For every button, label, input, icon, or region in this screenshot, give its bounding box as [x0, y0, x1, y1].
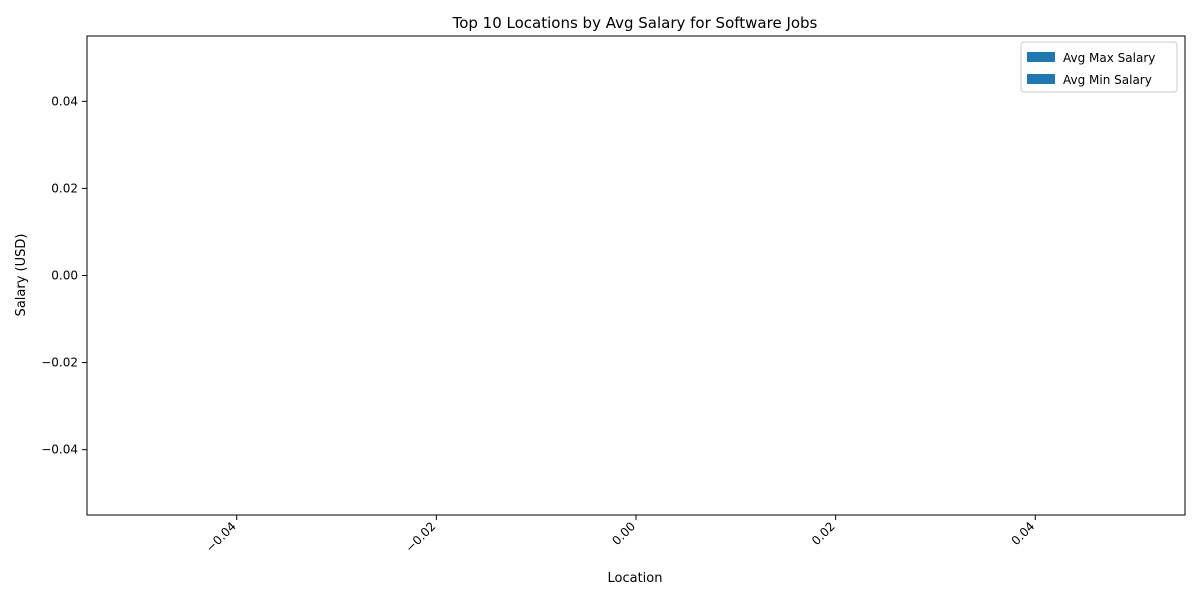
x-axis-ticks: −0.04 −0.02 0.00 0.02 0.04	[203, 515, 1037, 555]
legend-label: Avg Min Salary	[1063, 73, 1152, 87]
legend-swatch	[1027, 52, 1055, 62]
x-tick-label: 0.02	[809, 519, 838, 548]
y-axis-label: Salary (USD)	[14, 234, 29, 317]
x-axis-label: Location	[608, 571, 663, 586]
legend-label: Avg Max Salary	[1063, 51, 1155, 65]
y-tick-label: −0.04	[41, 443, 78, 457]
y-tick-label: 0.04	[51, 94, 78, 108]
y-tick-label: 0.00	[51, 269, 78, 283]
chart-title: Top 10 Locations by Avg Salary for Softw…	[452, 14, 818, 32]
plot-area	[86, 35, 1186, 516]
x-tick-label: 0.00	[609, 519, 638, 548]
legend: Avg Max Salary Avg Min Salary	[1020, 41, 1178, 93]
y-tick-label: −0.02	[41, 356, 78, 370]
y-axis-ticks: 0.04 0.02 0.00 −0.02 −0.04	[41, 94, 87, 457]
plot-frame	[86, 35, 1186, 516]
legend-box	[1020, 41, 1178, 93]
x-tick-label: −0.02	[403, 519, 439, 555]
x-tick-label: 0.04	[1009, 519, 1038, 548]
x-tick-label: −0.04	[203, 519, 239, 555]
legend-swatch	[1027, 74, 1055, 84]
y-tick-label: 0.02	[51, 181, 78, 195]
